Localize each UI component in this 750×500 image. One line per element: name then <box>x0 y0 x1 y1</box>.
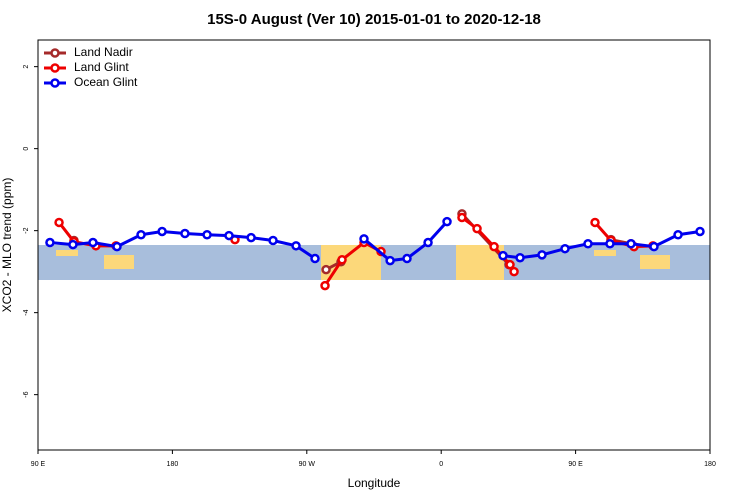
point <box>291 241 301 251</box>
land-australia <box>640 255 670 269</box>
y-axis-label: XCO2 - MLO trend (ppm) <box>0 178 14 313</box>
legend-label: Land Glint <box>74 60 129 74</box>
y-tick-label: 2 <box>23 65 30 69</box>
point <box>321 264 331 275</box>
point <box>112 241 122 252</box>
point <box>626 239 636 249</box>
point <box>136 230 146 240</box>
x-tick-label: 90 W <box>299 461 316 468</box>
point <box>673 230 683 240</box>
legend-marker <box>50 78 60 88</box>
y-tick-label: -4 <box>23 309 30 315</box>
legend-label: Ocean Glint <box>74 75 138 89</box>
point <box>45 237 55 248</box>
point <box>224 230 234 241</box>
plot-frame <box>37 39 711 451</box>
point <box>385 255 395 266</box>
x-tick-label: 180 <box>704 461 716 468</box>
land-islands <box>56 250 78 256</box>
point <box>268 235 278 246</box>
series-line <box>502 229 701 260</box>
point <box>88 237 98 248</box>
x-tick-label: 90 E <box>31 461 46 468</box>
x-tick-label: 0 <box>439 461 443 468</box>
point <box>423 237 433 248</box>
point <box>54 217 64 228</box>
point <box>509 266 519 277</box>
point <box>537 250 547 260</box>
x-axis-label: Longitude <box>348 476 401 490</box>
y-tick-label: -6 <box>23 391 30 397</box>
point <box>246 232 256 243</box>
point <box>583 239 593 249</box>
point <box>402 253 412 264</box>
point <box>515 252 525 263</box>
x-tick-label: 90 E <box>568 461 583 468</box>
land-islands <box>594 250 616 256</box>
point <box>310 253 320 264</box>
legend-marker <box>50 63 60 73</box>
point <box>202 230 212 240</box>
point <box>605 239 615 249</box>
point <box>505 259 515 270</box>
point <box>180 228 190 239</box>
y-tick-label: 0 <box>23 147 30 151</box>
point <box>442 216 452 227</box>
point <box>649 241 659 252</box>
chart-title: 15S-0 August (Ver 10) 2015-01-01 to 2020… <box>207 11 541 28</box>
point <box>157 226 167 237</box>
point <box>359 234 369 244</box>
land-south-america <box>321 245 381 280</box>
y-tick-label: -2 <box>23 227 30 233</box>
point <box>457 212 467 223</box>
legend-label: Land Nadir <box>74 45 133 59</box>
point <box>472 223 482 234</box>
point <box>695 226 705 237</box>
legend-marker <box>50 48 60 58</box>
x-tick-label: 180 <box>167 461 179 468</box>
point <box>590 217 600 228</box>
land-australia <box>104 255 134 269</box>
point <box>489 241 499 252</box>
point <box>68 239 78 250</box>
point <box>320 280 330 291</box>
point <box>337 255 347 265</box>
map-band <box>38 245 710 280</box>
point <box>498 250 508 261</box>
point <box>560 243 570 254</box>
